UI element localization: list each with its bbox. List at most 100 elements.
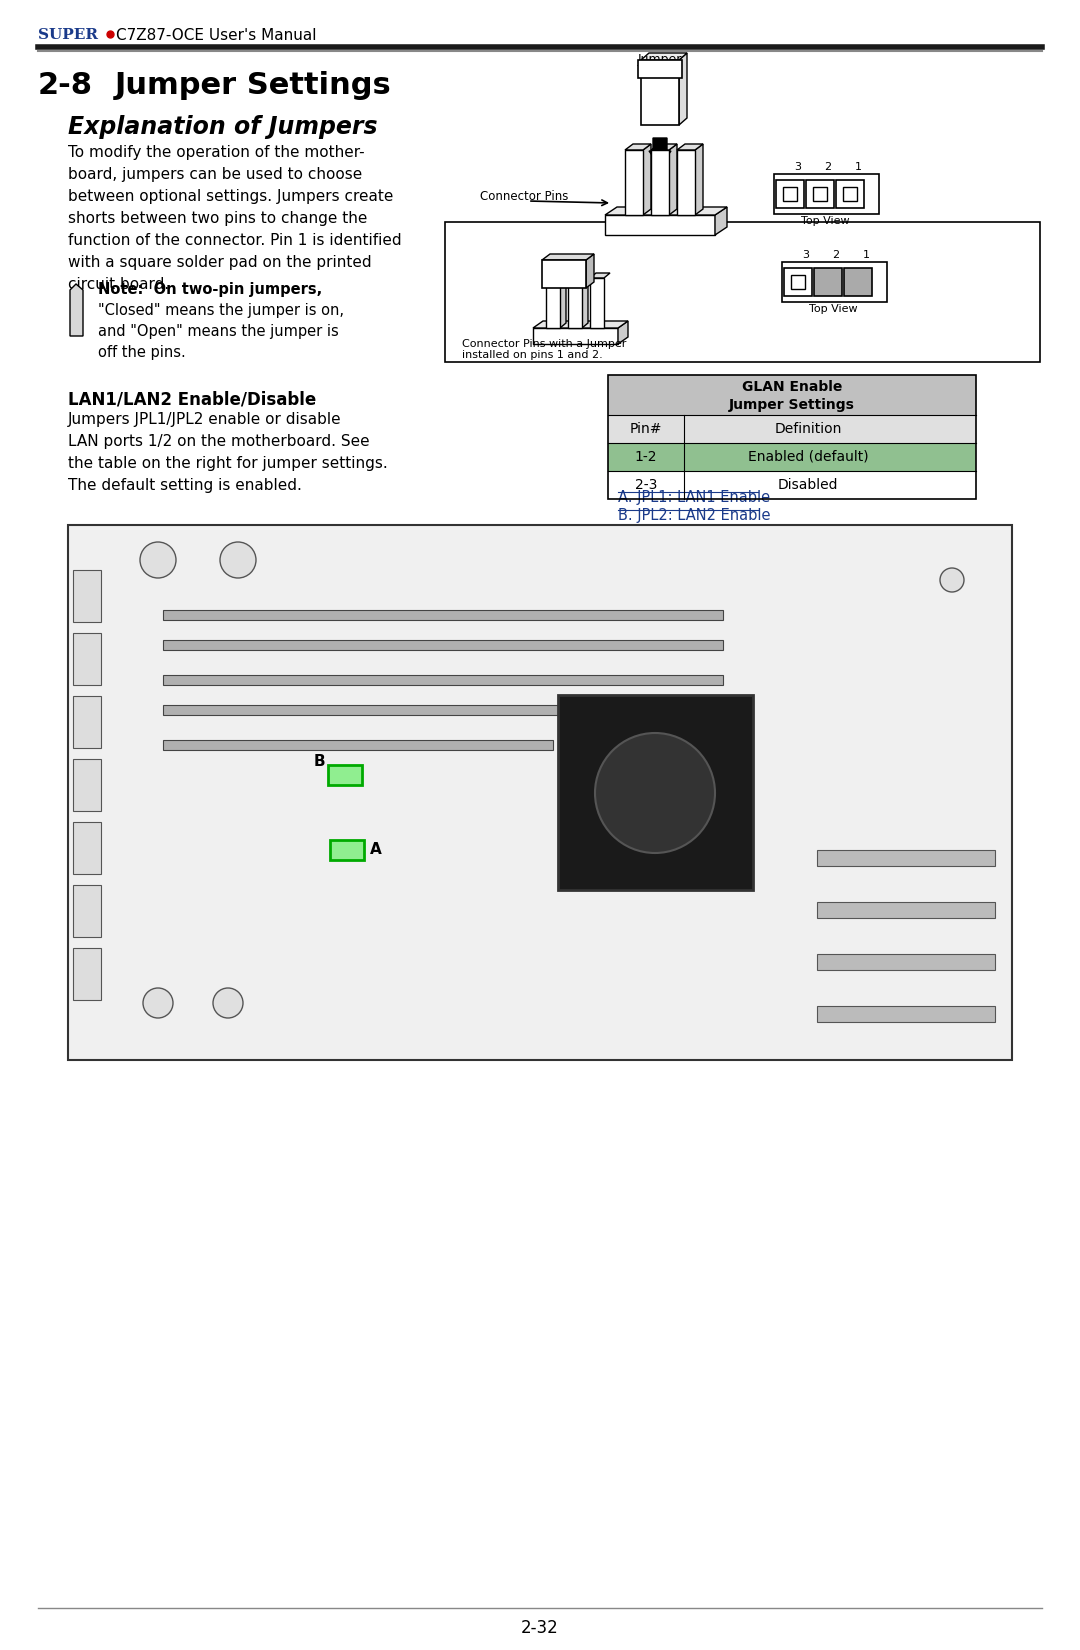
Bar (843, 186, 858, 201)
Bar (445, 223, 1040, 361)
Text: LAN1/LAN2 Enable/Disable: LAN1/LAN2 Enable/Disable (68, 389, 316, 408)
Text: 2: 2 (833, 251, 839, 261)
Bar (806, 180, 834, 208)
Text: A: A (370, 843, 381, 858)
Bar (73, 634, 102, 685)
Text: Note:  On two-pin jumpers,: Note: On two-pin jumpers, (98, 282, 322, 297)
Bar (608, 442, 976, 470)
Circle shape (213, 988, 243, 1018)
Bar (163, 610, 723, 620)
Polygon shape (586, 254, 594, 289)
Text: B: B (314, 754, 326, 769)
Text: 3: 3 (802, 251, 810, 261)
Circle shape (595, 733, 715, 853)
FancyArrow shape (649, 139, 671, 167)
Bar (163, 739, 553, 751)
Circle shape (220, 541, 256, 578)
Polygon shape (715, 206, 727, 234)
Text: Enabled (default): Enabled (default) (747, 450, 868, 464)
Text: Jumper Settings: Jumper Settings (114, 71, 392, 99)
Polygon shape (669, 144, 677, 214)
Polygon shape (677, 144, 703, 150)
Text: 2: 2 (824, 162, 832, 172)
Polygon shape (568, 272, 588, 277)
Bar (163, 675, 723, 685)
Bar (73, 696, 102, 747)
Bar (816, 903, 995, 917)
Bar (843, 267, 872, 295)
Text: 1: 1 (854, 162, 862, 172)
Bar (816, 850, 995, 866)
Bar (638, 59, 681, 78)
Circle shape (140, 541, 176, 578)
Polygon shape (542, 254, 594, 261)
Text: To modify the operation of the mother-: To modify the operation of the mother- (68, 145, 365, 160)
Text: 2-32: 2-32 (522, 1619, 558, 1637)
Text: B. JPL2: LAN2 Enable: B. JPL2: LAN2 Enable (618, 508, 770, 523)
Text: Disabled: Disabled (778, 478, 838, 492)
Polygon shape (618, 322, 627, 343)
Polygon shape (561, 272, 566, 328)
Text: the table on the right for jumper settings.: the table on the right for jumper settin… (68, 455, 388, 470)
Polygon shape (70, 284, 83, 337)
Text: shorts between two pins to change the: shorts between two pins to change the (68, 211, 367, 226)
Bar (163, 705, 723, 714)
Text: 2-3: 2-3 (635, 478, 658, 492)
Bar (816, 954, 995, 970)
Bar (68, 525, 1012, 1059)
Bar (625, 150, 643, 214)
Polygon shape (643, 144, 651, 214)
Bar (791, 276, 805, 289)
Bar (330, 840, 364, 860)
Polygon shape (642, 53, 687, 59)
Bar (73, 822, 102, 875)
Text: Jumper: Jumper (638, 53, 683, 66)
Text: Top View: Top View (809, 304, 858, 314)
Bar (73, 949, 102, 1000)
Polygon shape (625, 144, 651, 150)
Text: function of the connector. Pin 1 is identified: function of the connector. Pin 1 is iden… (68, 233, 402, 248)
Bar (558, 695, 753, 889)
Text: off the pins.: off the pins. (98, 345, 186, 360)
Text: Definition: Definition (774, 422, 841, 436)
Bar (328, 766, 362, 785)
Bar (777, 180, 804, 208)
Text: 3: 3 (795, 162, 801, 172)
Text: SUPER: SUPER (38, 28, 98, 41)
Circle shape (940, 568, 964, 592)
Bar (590, 277, 604, 328)
Bar (774, 173, 879, 214)
Text: C7Z87-OCE User's Manual: C7Z87-OCE User's Manual (116, 28, 316, 43)
Bar (534, 328, 618, 343)
Polygon shape (696, 144, 703, 214)
Text: A. JPL1: LAN1 Enable: A. JPL1: LAN1 Enable (618, 490, 770, 505)
Bar (73, 569, 102, 622)
Polygon shape (534, 322, 627, 328)
Text: installed on pins 1 and 2.: installed on pins 1 and 2. (462, 350, 603, 360)
Text: board, jumpers can be used to choose: board, jumpers can be used to choose (68, 167, 362, 182)
Bar (782, 262, 887, 302)
Text: with a square solder pad on the printed: with a square solder pad on the printed (68, 256, 372, 271)
Bar (608, 375, 976, 416)
Polygon shape (590, 272, 610, 277)
Text: LAN ports 1/2 on the motherboard. See: LAN ports 1/2 on the motherboard. See (68, 434, 369, 449)
Polygon shape (679, 53, 687, 125)
Bar (73, 759, 102, 812)
Text: 2-8: 2-8 (38, 71, 93, 99)
Text: between optional settings. Jumpers create: between optional settings. Jumpers creat… (68, 190, 393, 205)
Bar (677, 150, 696, 214)
Bar (836, 180, 864, 208)
Text: and "Open" means the jumper is: and "Open" means the jumper is (98, 323, 339, 338)
Bar (608, 375, 976, 498)
Polygon shape (605, 206, 727, 214)
Text: "Closed" means the jumper is on,: "Closed" means the jumper is on, (98, 304, 345, 318)
Text: The default setting is enabled.: The default setting is enabled. (68, 478, 302, 493)
Bar (813, 186, 827, 201)
Text: 1: 1 (863, 251, 869, 261)
Bar (608, 470, 976, 498)
Polygon shape (651, 144, 677, 150)
Text: Explanation of Jumpers: Explanation of Jumpers (68, 116, 378, 139)
Bar (546, 277, 561, 328)
Text: circuit board.: circuit board. (68, 277, 170, 292)
Bar (816, 1006, 995, 1021)
